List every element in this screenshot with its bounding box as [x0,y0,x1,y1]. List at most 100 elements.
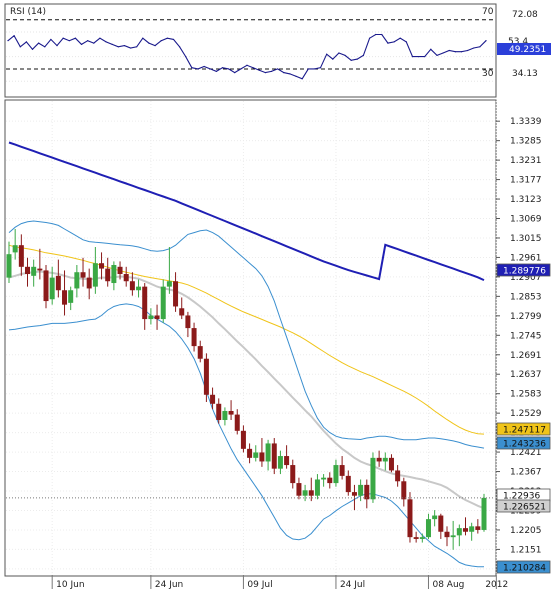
price-panel-frame [4,99,497,577]
rsi-point [393,41,395,43]
candle-body [216,403,222,421]
candle-body [18,245,24,267]
rsi-point [185,56,187,58]
rsi-point [411,56,414,58]
rsi-point [166,37,168,39]
price-x-tick-label: 24 Jun [155,580,183,590]
candle-body [148,315,154,320]
rsi-panel-frame [4,3,497,98]
price-y-tick-label: 1.2367 [510,468,542,478]
candle-body [290,465,296,484]
candle-body [456,528,462,536]
candle-body [105,268,111,282]
candle-body [265,443,271,462]
candle-body [25,266,31,275]
rsi-point [442,52,444,54]
rsi-point [221,67,224,69]
overlay-line-bb_lower [8,303,484,568]
rsi-point [215,70,217,73]
rsi-point [191,67,193,69]
candle-body [234,414,240,431]
rsi-point [307,68,309,70]
candle-body [450,535,456,538]
candle-body [259,452,265,462]
candle-body [43,270,49,302]
candle-body [314,479,320,496]
rsi-point [264,72,266,74]
candle-body [37,268,43,271]
price-y-tick-label: 1.3015 [510,234,542,244]
price-y-tick-label: 1.2853 [510,292,542,302]
rsi-series [7,33,487,80]
price-x-tick-label: 09 Jul [247,580,272,590]
price-y-tick-label: 1.2421 [510,448,542,458]
rsi-point [448,49,450,52]
value-badge-bb_upper [496,436,551,450]
rsi-level-label-30: 30 [482,69,494,79]
candle-body [136,286,142,291]
rsi-point [99,37,101,39]
price-y-tick-label: 1.3231 [510,156,542,166]
rsi-point [405,41,407,43]
candle-body [413,537,419,539]
price-x-tick-label: 2012 [485,580,508,590]
price-y-tick-label: 1.2691 [510,351,542,361]
rsi-point [301,78,303,80]
candle-body [388,457,394,471]
price-y-tick-label: 1.2799 [510,312,542,322]
candle-body [6,254,12,278]
price-y-tick-label: 1.2907 [510,273,542,283]
candle-body [333,465,339,484]
candle-body [253,452,259,458]
rsi-point [350,59,352,61]
rsi-title: RSI (14) [10,7,46,17]
candle-body [74,272,80,289]
price-x-tick-label: 24 Jul [340,580,365,590]
rsi-point [25,41,27,43]
candle-body [370,457,376,500]
rsi-point [129,47,132,49]
rsi-point [277,68,279,70]
rsi-point [148,42,150,44]
rsi-point [319,67,322,69]
price-y-tick-label: 1.3069 [510,215,542,225]
rsi-point [203,65,205,68]
candle-body [179,308,185,316]
rsi-point [313,68,316,70]
rsi-point [13,35,15,37]
candle-body [308,490,314,496]
rsi-point [479,46,481,48]
candle-body [247,448,253,458]
overlay-line-sma_long [8,141,485,282]
price-y-tick-label: 1.3177 [510,176,542,186]
value-badge-sma_long [496,263,551,277]
rsi-point [7,40,9,42]
rsi-point [234,72,236,74]
candle-body [345,475,351,493]
price-panel: 1.3339 1.3285 1.3231 1.3177 1.3123 1.3069 1.30… [4,99,551,590]
candle-body [142,286,148,320]
rsi-point [228,68,230,70]
price-y-tick-label: 1.2205 [510,526,542,536]
rsi-tick-label-top: 72.08 [512,10,538,20]
price-y-tick-label: 1.2529 [510,409,542,419]
value-badge-label-bb_mid: 1.226521 [503,503,546,513]
price-y-tick-label: 1.3339 [510,117,542,127]
rsi-point [368,37,371,39]
candle-body [62,290,68,305]
rsi-point [62,37,64,39]
candle-body [185,315,191,329]
candle-body [154,315,160,320]
value-badge-label-bb_lower: 1.210284 [503,564,546,574]
candle-body [395,470,401,482]
rsi-point [142,37,144,39]
candle-body [364,484,370,500]
candle-body [68,290,74,303]
rsi-point [154,44,156,47]
candle-body [123,274,129,282]
candle-body [339,465,345,476]
candle-body [407,499,413,538]
rsi-point [473,47,475,49]
candle-body [129,281,135,291]
candle-body [240,430,246,449]
